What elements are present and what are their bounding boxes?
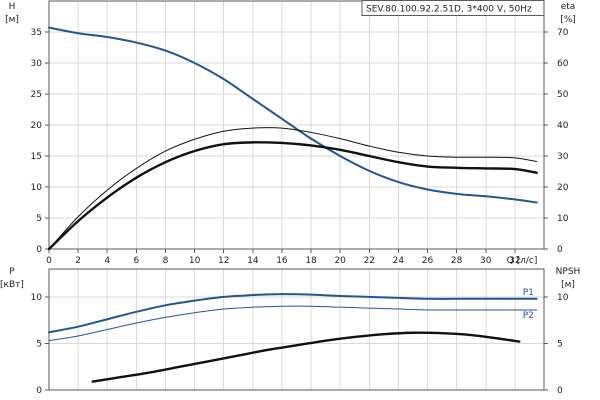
- x-tick-label: 22: [364, 256, 375, 266]
- performance-panel: 0 5 10 15 20 25 30 35 0 10 20 30 40 50 60 70 H [м] eta [%] 0…: [5, 0, 576, 266]
- bottom-plot-frame: [48, 268, 545, 391]
- top-left-tick-label: 5: [36, 214, 42, 224]
- bottom-series-label-p1: P1: [523, 288, 534, 298]
- x-tick-label: 26: [422, 256, 434, 266]
- bottom-right-tick-label: 10: [557, 293, 569, 303]
- top-right-tick-label: 40: [557, 121, 569, 131]
- model-label: SEV.80.100.92.2.51D, 3*400 V, 50Hz: [366, 5, 532, 15]
- bottom-series-line-p2: [48, 305, 538, 342]
- x-tick-label: 2: [75, 256, 81, 266]
- top-left-tick-label: 15: [31, 152, 42, 162]
- top-right-tick-label: 10: [557, 214, 569, 224]
- top-right-tick-label: 70: [557, 28, 569, 38]
- bottom-left-axis-unit: [кВт]: [0, 280, 24, 290]
- x-axis-title: Q [л/с]: [507, 256, 538, 266]
- bottom-left-axis-title: P: [9, 267, 15, 277]
- top-left-tick-label: 30: [31, 59, 43, 69]
- bottom-right-axis-title: NPSH: [556, 267, 581, 277]
- bottom-left-tick-label: 5: [36, 339, 42, 349]
- x-tick-label: 28: [451, 256, 463, 266]
- top-left-tick-label: 10: [31, 183, 43, 193]
- x-tick-label: 24: [393, 256, 405, 266]
- top-left-axis-title: H: [9, 2, 16, 12]
- x-tick-label: 16: [276, 256, 288, 266]
- top-left-tick-label: 20: [31, 121, 43, 131]
- x-tick-label: 6: [133, 256, 139, 266]
- x-tick-label: 10: [189, 256, 201, 266]
- bottom-series-line-2: [91, 331, 521, 383]
- x-tick-label: 12: [218, 256, 229, 266]
- top-left-tick-label: 0: [36, 245, 42, 255]
- bottom-right-tick-label: 5: [557, 339, 563, 349]
- bottom-series-label-p2: P2: [523, 311, 534, 321]
- bottom-left-tick-label: 10: [31, 293, 43, 303]
- top-right-tick-label: 50: [557, 90, 569, 100]
- x-tick-label: 30: [480, 256, 492, 266]
- bottom-series-line-p1: [48, 293, 538, 334]
- top-right-axis-unit: [%]: [560, 15, 576, 25]
- top-series-line-1: [47, 141, 538, 251]
- top-right-tick-label: 0: [557, 245, 563, 255]
- x-tick-label: 0: [46, 256, 52, 266]
- model-label-box: SEV.80.100.92.2.51D, 3*400 V, 50Hz: [361, 0, 545, 16]
- bottom-right-tick-label: 0: [557, 386, 563, 396]
- top-right-tick-label: 60: [557, 59, 569, 69]
- bottom-left-tick-label: 0: [36, 386, 42, 396]
- x-tick-label: 18: [305, 256, 317, 266]
- x-tick-label: 14: [247, 256, 259, 266]
- power-npsh-panel: 0 5 10 0 5 10 P [кВт] NPSH [м] P1 P2: [0, 267, 580, 396]
- x-tick-label: 8: [163, 256, 169, 266]
- top-left-axis-unit: [м]: [5, 15, 19, 25]
- top-right-axis-title: eta: [561, 2, 576, 12]
- top-right-tick-label: 30: [557, 152, 569, 162]
- x-tick-label: 20: [334, 256, 346, 266]
- x-tick-label: 4: [104, 256, 110, 266]
- bottom-right-axis-unit: [м]: [561, 280, 575, 290]
- top-series-line-2: [48, 127, 538, 250]
- top-left-tick-label: 35: [31, 28, 42, 38]
- x-tick-label: 32: [509, 256, 520, 266]
- top-series-line-0: [48, 26, 538, 204]
- top-right-tick-label: 20: [557, 183, 569, 193]
- top-left-tick-label: 25: [31, 90, 42, 100]
